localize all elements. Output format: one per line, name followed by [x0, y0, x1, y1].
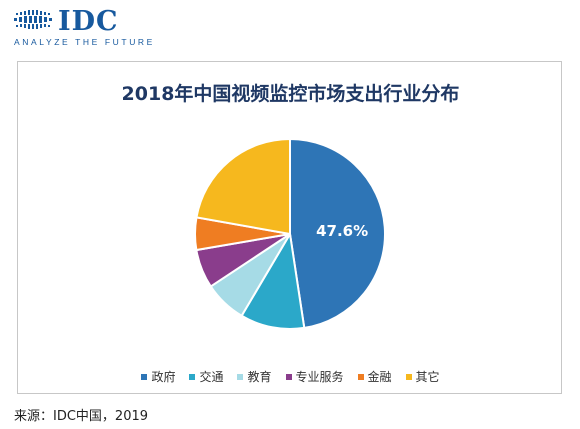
brand-tagline: ANALYZE THE FUTURE — [14, 37, 155, 47]
legend-swatch — [285, 373, 292, 380]
legend-swatch — [141, 373, 148, 380]
pie-slice-1 — [289, 137, 386, 330]
source-note: 来源：IDC中国，2019 — [14, 409, 149, 424]
pie-chart: 47.6% — [194, 137, 386, 330]
chart-card: 2018年中国视频监控市场支出行业分布 47.6% 政府 交通 教育 专业服务 金融 其它 — [17, 61, 562, 394]
legend-label: 专业服务 — [295, 370, 344, 384]
legend-item-6: 其它 — [405, 368, 440, 385]
legend-swatch — [237, 373, 244, 380]
legend-label: 教育 — [247, 370, 272, 384]
legend-swatch — [405, 373, 412, 380]
chart-legend: 政府 交通 教育 专业服务 金融 其它 — [18, 368, 563, 385]
legend-label: 金融 — [367, 370, 392, 384]
legend-swatch — [357, 373, 364, 380]
legend-item-4: 专业服务 — [285, 368, 344, 385]
idc-globe-icon — [14, 10, 52, 29]
brand-name: IDC — [58, 6, 119, 37]
legend-item-2: 交通 — [189, 368, 223, 385]
legend-item-1: 政府 — [141, 368, 175, 385]
legend-swatch — [189, 373, 196, 380]
pie-slice-6 — [195, 137, 291, 236]
chart-title: 2018年中国视频监控市场支出行业分布 — [121, 83, 460, 105]
legend-item-5: 金融 — [357, 368, 392, 385]
legend-label: 其它 — [415, 370, 440, 384]
legend-label: 政府 — [151, 370, 176, 384]
pie-slice-2 — [240, 231, 306, 330]
legend-label: 交通 — [199, 370, 224, 384]
data-label-1: 47.6% — [316, 222, 368, 240]
idc-logo: IDC ANALYZE THE FUTURE — [14, 6, 164, 48]
legend-item-3: 教育 — [237, 368, 272, 385]
